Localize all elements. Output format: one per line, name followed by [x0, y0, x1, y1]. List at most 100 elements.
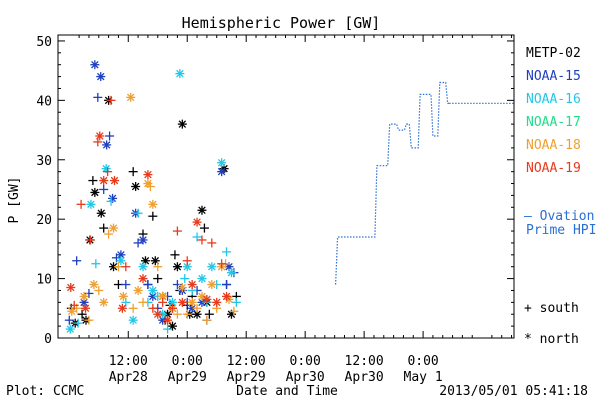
ovation-line [335, 81, 514, 285]
noaa-16-north-point [217, 158, 227, 168]
noaa-15-south-point [93, 92, 103, 102]
noaa-18-south-point [172, 309, 182, 319]
metp-02-north-point [96, 208, 106, 218]
noaa-16-north-point [207, 262, 217, 272]
marker-stroke [227, 268, 236, 277]
marker-stroke [119, 292, 128, 301]
legend-noaa-17: NOAA-17 [526, 115, 581, 130]
noaa-18-north-point [187, 297, 197, 307]
noaa-15-north-point [108, 193, 118, 203]
noaa-18-south-point [104, 229, 114, 239]
noaa-15-north-point [96, 72, 106, 82]
chart-title: Hemispheric Power [GW] [182, 14, 381, 32]
marker-stroke [193, 310, 201, 318]
noaa-19-north-point [81, 303, 91, 313]
marker-stroke [117, 251, 125, 259]
noaa-19-north-point [212, 297, 222, 307]
noaa-19-north-point [66, 283, 76, 292]
noaa-16-north-point [226, 268, 236, 278]
noaa-15-north-point [187, 303, 197, 313]
metp-02-south-point [99, 223, 109, 233]
noaa-16-north-point [65, 324, 75, 334]
marker-stroke [102, 164, 110, 173]
marker-stroke [97, 209, 106, 217]
marker-stroke [173, 262, 182, 271]
noaa-18-north-point [99, 297, 109, 307]
y-axis: 0 10 20 30 40 50 [36, 35, 514, 347]
marker-stroke [198, 298, 206, 307]
x-tick-sublabel: Apr29 [168, 370, 207, 385]
noaa-15-south-point [64, 315, 74, 325]
noaa-16-south-point [222, 247, 232, 257]
metp-02-south-point [170, 250, 180, 260]
marker-stroke [222, 292, 231, 301]
noaa-19-north-point [187, 280, 197, 290]
legend-ovation-line1: – Ovation [524, 209, 594, 224]
marker-stroke [158, 292, 167, 301]
noaa-19-north-point [143, 170, 153, 180]
noaa-16-north-point [148, 285, 158, 295]
noaa-18-north-point [89, 280, 99, 290]
metp-02-north-point [90, 187, 100, 197]
marker-stroke [183, 262, 191, 271]
legend-ovation-line2: Prime HPI [526, 223, 596, 238]
noaa-16-south-point [91, 259, 101, 269]
metp-02-north-point [192, 309, 202, 319]
noaa-19-north-point [202, 294, 212, 304]
x-tick-sublabel: Apr29 [227, 370, 266, 385]
marker-stroke [198, 274, 206, 283]
noaa-18-north-point [133, 285, 143, 295]
noaa-19-south-point [103, 167, 113, 177]
legend-noaa-15: NOAA-15 [526, 69, 581, 84]
footer-source: Plot: CCMC [6, 384, 84, 399]
x-tick-label: 0:00 [407, 354, 438, 369]
noaa-18-north-point [109, 223, 119, 233]
marker-stroke [198, 292, 206, 301]
noaa-19-north-point [95, 131, 105, 141]
marker-stroke [188, 280, 196, 289]
noaa-19-south-point [76, 199, 86, 209]
noaa-16-north-point [138, 262, 148, 272]
noaa-19-north-point [138, 274, 148, 284]
marker-stroke [151, 257, 160, 265]
metp-02-north-point [177, 119, 187, 129]
metp-02-north-point [197, 205, 207, 215]
marker-stroke [129, 316, 137, 324]
noaa-19-north-point [222, 291, 232, 301]
plot-border [57, 34, 515, 339]
marker-stroke [134, 286, 142, 295]
legend-noaa-19: NOAA-19 [526, 161, 581, 176]
noaa-19-north-point [163, 315, 173, 325]
marker-stroke [91, 188, 99, 197]
marker-stroke [110, 176, 119, 185]
noaa-18-north-point [118, 291, 128, 301]
metp-02-south-point [88, 176, 98, 186]
noaa-16-south-point [192, 232, 202, 242]
noaa-19-north-point [192, 217, 202, 227]
noaa-18-south-point [84, 315, 94, 325]
marker-stroke [81, 304, 90, 313]
metp-02-south-point [199, 223, 209, 233]
noaa-18-north-point [197, 291, 207, 301]
marker-stroke [188, 304, 196, 313]
noaa-18-south-point [182, 309, 192, 319]
noaa-15-south-point [172, 280, 182, 290]
y-tick-label: 0 [44, 332, 52, 347]
noaa-18-north-point [148, 199, 158, 209]
footer-timestamp: 2013/05/01 05:41:18 [439, 384, 588, 399]
marker-stroke [102, 141, 111, 149]
legend: METP-02 NOAA-15 NOAA-16 NOAA-17 NOAA-18 NOAA-… [526, 46, 581, 176]
metp-02-south-point [153, 274, 163, 284]
noaa-19-north-point [117, 303, 127, 313]
noaa-15-south-point [133, 238, 143, 248]
noaa-15-north-point [217, 167, 227, 177]
noaa-16-north-point [175, 69, 185, 79]
metp-02-north-point [131, 182, 141, 191]
marker-stroke [178, 283, 187, 292]
noaa-18-north-point [126, 92, 136, 102]
x-tick-label: 12:00 [345, 354, 384, 369]
noaa-18-north-point [207, 280, 217, 290]
marker-stroke [139, 262, 147, 271]
noaa-19-north-point [99, 176, 109, 186]
